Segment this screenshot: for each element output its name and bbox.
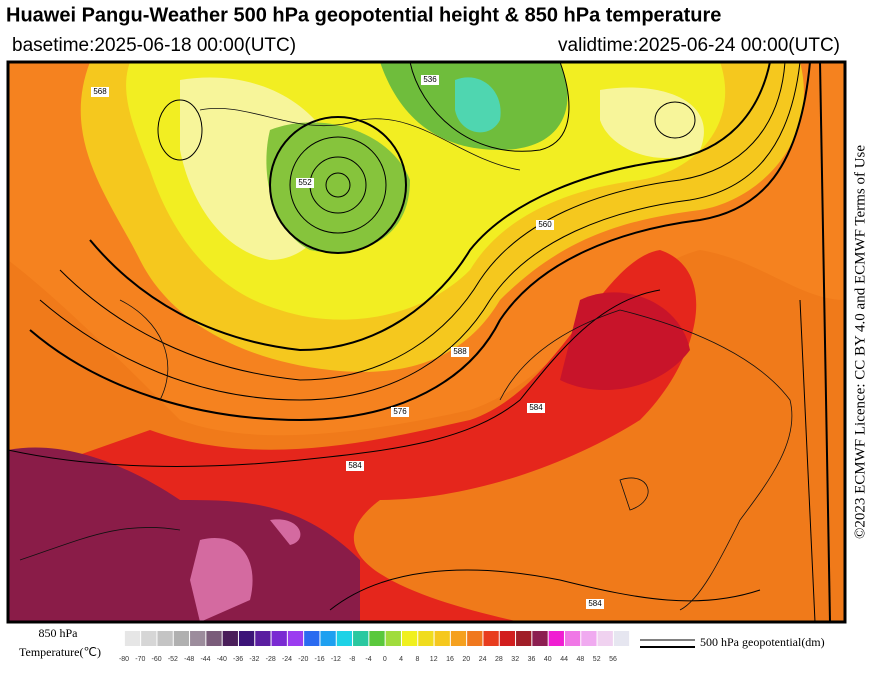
colorbar-swatch [434,631,450,646]
colorbar-tick: 16 [446,656,454,663]
colorbar-tick: 52 [593,656,601,663]
colorbar-swatch [369,631,385,646]
colorbar-tick: -52 [168,656,178,663]
contour-label-bg [586,599,604,609]
colorbar-tick: -60 [152,656,162,663]
colorbar-tick: 20 [462,656,470,663]
colorbar-tick: 32 [511,656,519,663]
colorbar-tick: -8 [349,656,355,663]
colorbar-swatch [304,631,320,646]
colorbar-swatch [353,631,369,646]
colorbar-swatch [190,631,206,646]
colorbar-swatch [206,631,222,646]
colorbar-swatch [483,631,499,646]
colorbar-swatch [238,631,255,646]
map-frame [6,60,847,624]
colorbar-swatch [597,631,613,646]
contour-label-bg [91,87,109,97]
contour-label-bg [346,461,364,471]
colorbar-tick: -24 [282,656,292,663]
colorbar-swatch [613,631,630,646]
map [8,62,845,622]
colorbar-label: 850 hPa [39,626,79,640]
colorbar-swatch [141,631,157,646]
contour-label: 560 [538,220,552,229]
colorbar-tick: 0 [383,656,387,663]
colorbar-swatch [467,631,483,646]
colorbar-swatch [532,631,548,646]
contour-label-bg [421,75,439,85]
colorbar-swatch [499,631,516,646]
colorbar-swatch [450,631,467,646]
contour-label: 576 [393,407,407,416]
colorbar-tick: 44 [560,656,568,663]
contour-label: 552 [298,178,312,187]
colorbar-tick: 12 [430,656,438,663]
colorbar-tick: 40 [544,656,552,663]
colorbar-swatch [173,631,190,646]
colorbar-tick: 8 [415,656,419,663]
legend-label: 500 hPa geopotential(dm) [700,635,825,649]
contour-label-bg [536,220,554,230]
colorbar-tick: -4 [365,656,371,663]
colorbar-tick: 36 [528,656,536,663]
colorbar-swatch [401,631,418,646]
colorbar-swatch [157,631,173,646]
contour-label: 584 [588,599,602,608]
colorbar-tick: 48 [577,656,585,663]
colorbar-tick: 4 [399,656,403,663]
title: Huawei Pangu-Weather 500 hPa geopotentia… [6,4,721,26]
basetime: basetime:2025-06-18 00:00(UTC) [12,35,296,56]
contour-label-bg [451,347,469,357]
colorbar-swatch [271,631,287,646]
colorbar-tick: -70 [135,656,145,663]
colorbar-swatch [385,631,401,646]
colorbar-swatch [564,631,581,646]
colorbar-tick: -80 [119,656,129,663]
contour-label-bg [527,403,545,413]
colorbar-swatch [418,631,434,646]
contour-label: 584 [529,403,543,412]
colorbar-swatch [320,631,336,646]
colorbar-tick: -40 [217,656,227,663]
colorbar-tick: -12 [331,656,341,663]
colorbar-swatch [548,631,564,646]
colorbar-swatch [581,631,597,646]
licence: ©2023 ECMWF Licence: CC BY 4.0 and ECMWF… [852,145,868,539]
contour-label-bg [391,407,409,417]
colorbar-swatch [124,631,141,646]
colorbar-tick: -36 [233,656,243,663]
colorbar-swatch [516,631,532,646]
contour-label: 536 [423,75,437,84]
colorbar-tick: -48 [184,656,194,663]
contour-label: 568 [93,87,107,96]
colorbar-swatch [222,631,238,646]
validtime: validtime:2025-06-24 00:00(UTC) [558,35,840,56]
colorbar-swatch [255,631,271,646]
colorbar-tick: -20 [298,656,308,663]
colorbar-label: Temperature(℃) [19,645,101,659]
colorbar-tick: 56 [609,656,617,663]
colorbar-swatch [287,631,304,646]
colorbar-swatch [336,631,353,646]
colorbar-tick: 28 [495,656,503,663]
colorbar-tick: 24 [479,656,487,663]
colorbar-tick: -32 [249,656,259,663]
contour-label-bg [296,178,314,188]
colorbar-tick: -16 [315,656,325,663]
colorbar-tick: -28 [266,656,276,663]
contour-label: 588 [453,347,467,356]
contour-label: 584 [348,461,362,470]
colorbar-tick: -44 [200,656,210,663]
